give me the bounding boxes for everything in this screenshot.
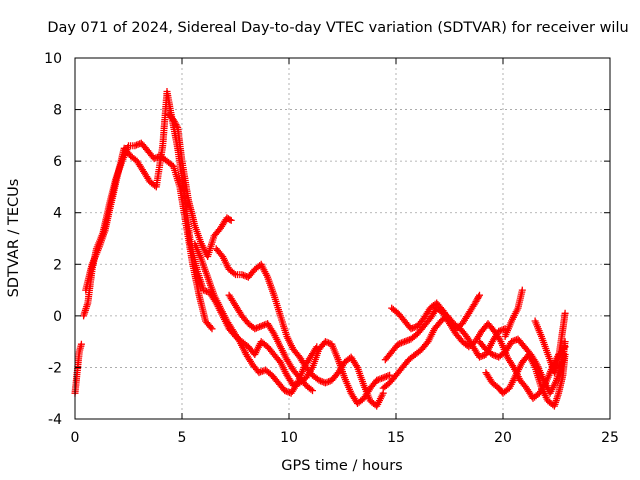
series-track-5 <box>191 240 321 397</box>
y-tick-label: 6 <box>53 154 62 170</box>
data-point <box>307 385 315 393</box>
x-tick-label: 10 <box>280 430 298 446</box>
data-point <box>477 353 485 360</box>
y-tick-label: 0 <box>53 309 62 325</box>
data-point <box>255 369 263 377</box>
data-point <box>399 338 407 346</box>
y-tick-label: -2 <box>48 360 62 376</box>
x-axis-label: GPS time / hours <box>281 458 402 474</box>
data-point <box>382 373 390 380</box>
data-point <box>313 343 321 351</box>
chart-title: Day 071 of 2024, Sidereal Day-to-day VTE… <box>47 20 628 36</box>
data-point <box>251 325 259 333</box>
plot-frame <box>74 57 611 420</box>
x-tick-label: 0 <box>71 430 80 446</box>
series-track-7 <box>225 291 316 395</box>
data-point <box>475 293 483 301</box>
y-tick-label: 10 <box>44 51 62 67</box>
x-tick-label: 20 <box>494 430 512 446</box>
data-point <box>323 378 331 386</box>
y-axis-label: SDTVAR / TECUs <box>6 179 22 298</box>
data-point <box>230 269 238 277</box>
data-point <box>257 322 265 330</box>
data-point <box>226 216 234 224</box>
data-point <box>404 336 412 344</box>
series-track-11 <box>476 335 569 397</box>
data-point <box>201 287 209 295</box>
y-tick-label: 8 <box>53 103 62 119</box>
data-point <box>407 325 415 333</box>
series-track-4 <box>165 111 235 260</box>
series-track-13 <box>501 286 526 340</box>
data-markers <box>71 88 569 410</box>
data-point <box>240 271 247 279</box>
data-point <box>561 309 569 317</box>
data-point <box>77 340 85 348</box>
data-point <box>561 351 569 358</box>
data-point <box>309 387 316 395</box>
data-point <box>150 155 158 163</box>
series-track-10 <box>388 291 483 333</box>
data-point <box>410 324 418 331</box>
data-point <box>496 327 504 335</box>
y-tick-label: 2 <box>53 257 62 273</box>
data-point <box>518 286 526 294</box>
data-point <box>254 324 262 331</box>
series-track-12 <box>482 351 569 410</box>
data-point <box>488 351 496 358</box>
data-point <box>207 323 215 331</box>
data-point <box>378 374 386 382</box>
data-point <box>318 378 326 386</box>
x-tick-label: 5 <box>178 430 187 446</box>
data-point <box>321 338 329 346</box>
series-track-1 <box>71 340 85 397</box>
x-tick-label: 25 <box>601 430 619 446</box>
data-point <box>281 387 289 395</box>
axes <box>74 57 611 420</box>
y-tick-label: 4 <box>53 206 62 222</box>
series-track-6 <box>212 245 387 410</box>
data-point <box>315 376 323 384</box>
data-point <box>476 291 483 299</box>
ticks: 0 5 10 15 20 25 -4 -2 0 2 4 6 8 10 <box>44 51 619 446</box>
data-point <box>208 325 216 333</box>
data-point <box>131 142 139 150</box>
data-point <box>173 122 181 130</box>
series-track-14 <box>531 309 569 377</box>
data-point <box>325 339 333 347</box>
data-point <box>561 338 569 346</box>
data-point <box>374 376 382 384</box>
data-point <box>227 216 235 224</box>
x-tick-label: 15 <box>387 430 405 446</box>
y-tick-label: -4 <box>48 412 62 428</box>
data-point <box>386 371 394 379</box>
